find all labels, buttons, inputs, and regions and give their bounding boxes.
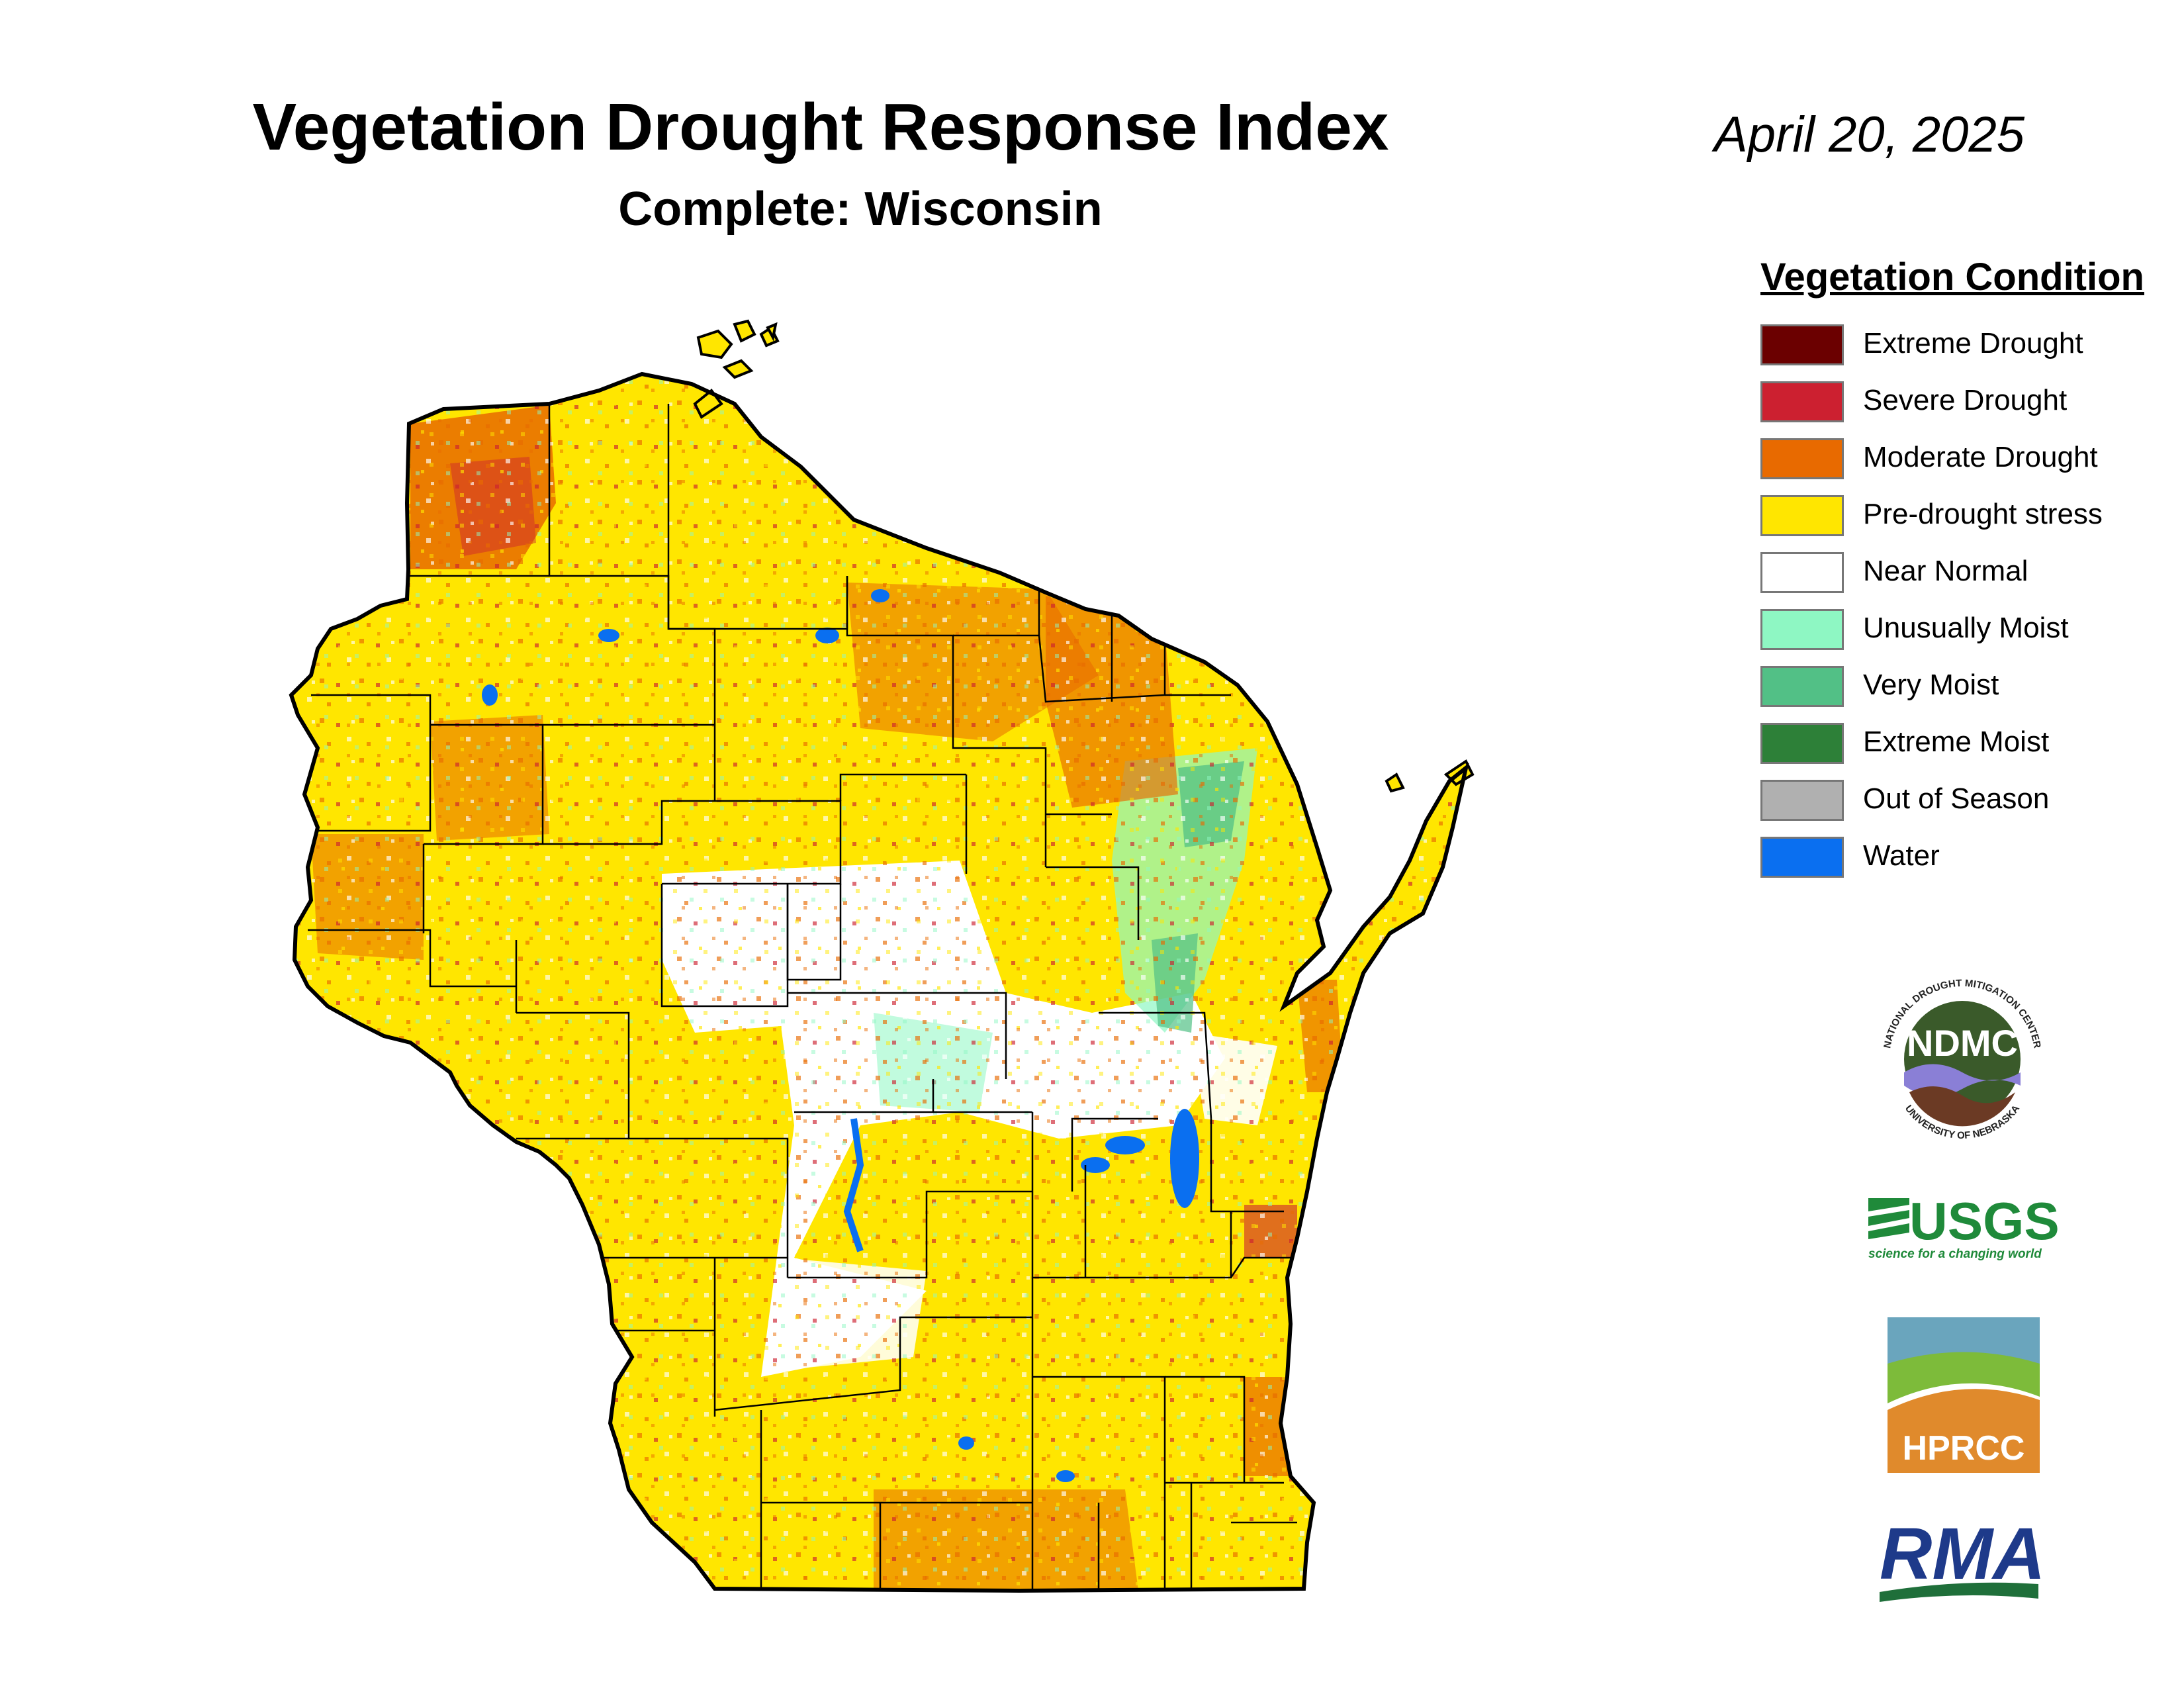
usgs-abbr: USGS: [1909, 1192, 2060, 1250]
map-date: April 20, 2025: [1714, 107, 2025, 163]
usgs-tagline: science for a changing world: [1868, 1247, 2042, 1261]
legend-title: Vegetation Condition: [1760, 256, 2144, 299]
usgs-logo: USGS science for a changing world: [1868, 1192, 2060, 1261]
legend-swatch: [1760, 780, 1844, 821]
legend-swatch: [1760, 324, 1844, 365]
hprcc-logo: HPRCC: [1888, 1317, 2040, 1473]
legend-swatch: [1760, 381, 1844, 422]
legend-swatch: [1760, 438, 1844, 479]
map-title: Vegetation Drought Response Index: [252, 90, 1389, 164]
legend-label: Moderate Drought: [1863, 441, 2098, 473]
hprcc-abbr: HPRCC: [1903, 1429, 2025, 1468]
vegetation-condition-layer: [291, 374, 1466, 1591]
rma-abbr: RMA: [1880, 1513, 2042, 1595]
rma-logo: RMA: [1880, 1513, 2042, 1602]
legend-label: Out of Season: [1863, 782, 2050, 815]
legend-label: Severe Drought: [1863, 384, 2068, 416]
legend-swatch: [1760, 837, 1844, 878]
legend-swatch: [1760, 495, 1844, 536]
map-subtitle: Complete: Wisconsin: [618, 183, 1103, 236]
legend-swatch: [1760, 666, 1844, 707]
legend-label: Extreme Moist: [1863, 726, 2050, 758]
ndmc-logo: NDMC NATIONAL DROUGHT MITIGATION CENTER …: [1882, 978, 2043, 1141]
legend-label: Pre-drought stress: [1863, 498, 2103, 530]
ndmc-abbr: NDMC: [1907, 1022, 2018, 1064]
legend-swatch: [1760, 552, 1844, 593]
legend-swatch: [1760, 609, 1844, 650]
legend-label: Unusually Moist: [1863, 612, 2069, 644]
legend-label: Extreme Drought: [1863, 327, 2083, 359]
legend-label: Very Moist: [1863, 669, 1999, 701]
legend-label: Near Normal: [1863, 555, 2028, 587]
legend-label: Water: [1863, 839, 1940, 872]
legend-swatch: [1760, 723, 1844, 764]
